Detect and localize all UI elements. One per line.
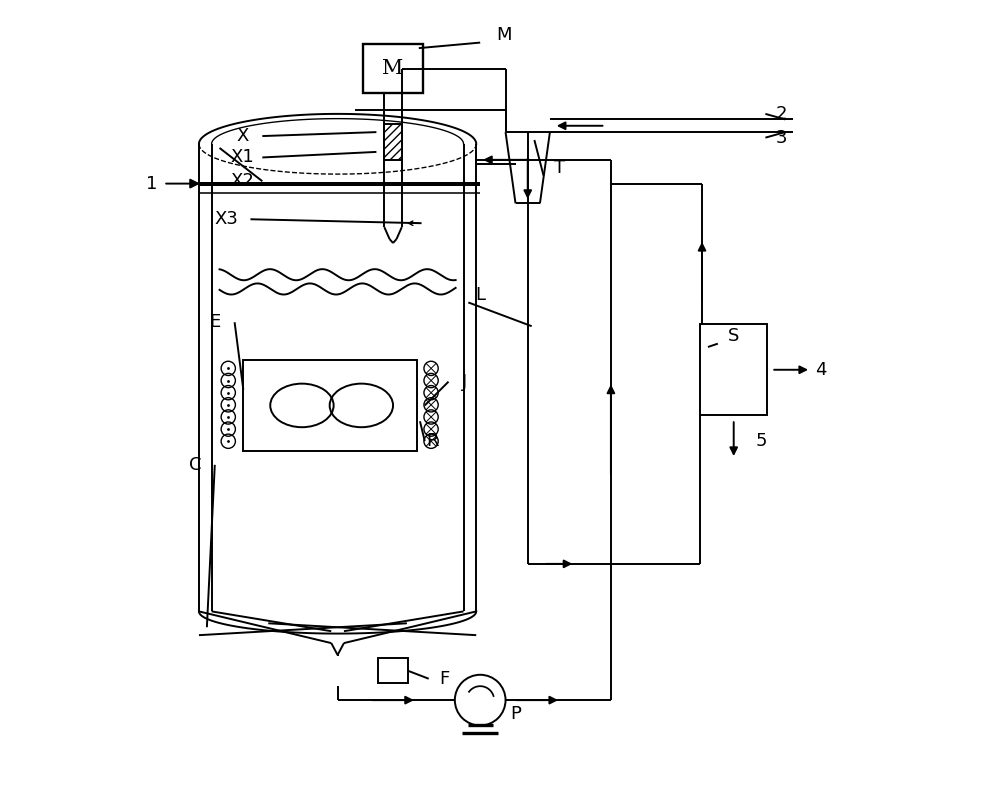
Text: X1: X1 — [231, 149, 254, 166]
Bar — [700, 324, 767, 415]
Text: M: M — [496, 25, 512, 44]
Text: X: X — [236, 127, 249, 145]
Text: 3: 3 — [775, 129, 787, 146]
Text: J: J — [462, 373, 467, 390]
Text: 5: 5 — [756, 432, 767, 450]
Text: L: L — [475, 285, 485, 304]
Bar — [378, 658, 408, 684]
Text: 2: 2 — [775, 105, 787, 123]
Text: T: T — [554, 159, 565, 176]
Text: P: P — [510, 705, 521, 723]
Text: X2: X2 — [231, 173, 254, 190]
Bar — [363, 45, 423, 93]
Bar — [384, 124, 402, 160]
Text: C: C — [189, 456, 201, 474]
Text: X3: X3 — [215, 210, 239, 228]
Text: M: M — [382, 60, 404, 78]
Text: F: F — [439, 669, 450, 688]
Text: R: R — [426, 432, 439, 450]
Text: 1: 1 — [146, 175, 157, 192]
Text: E: E — [209, 313, 220, 332]
Bar — [243, 360, 417, 451]
Text: 4: 4 — [815, 361, 827, 378]
Text: S: S — [728, 327, 739, 345]
